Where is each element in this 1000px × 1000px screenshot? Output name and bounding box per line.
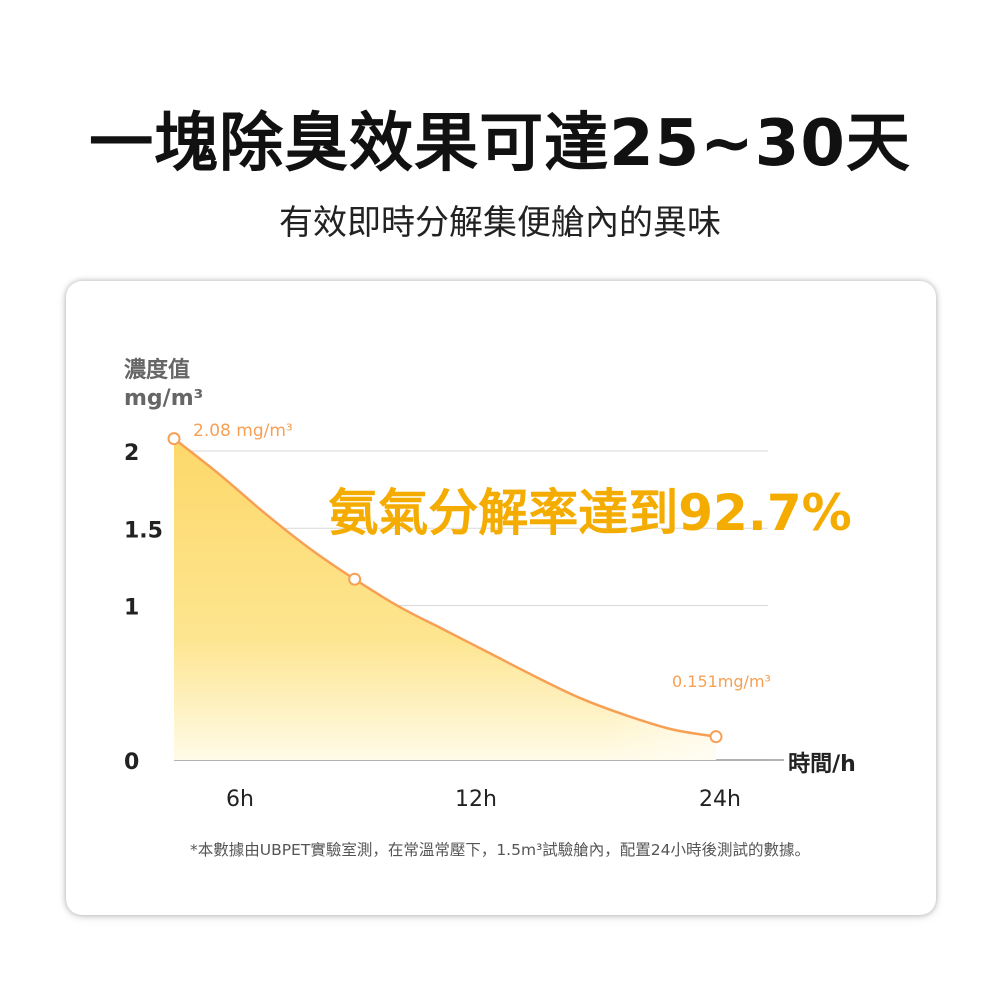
data-point-marker (709, 730, 723, 744)
decomposition-rate-highlight: 氨氣分解率達到92.7% (328, 484, 851, 542)
end-value-label: 0.151mg/m³ (672, 672, 771, 691)
data-point-marker (348, 572, 362, 586)
y-tick-label: 1.5 (124, 518, 163, 543)
start-value-label: 2.08 mg/m³ (193, 421, 293, 441)
concentration-curve (173, 437, 717, 738)
x-tick-label: 12h (455, 787, 497, 812)
data-point-marker (167, 432, 181, 446)
x-tick-label: 6h (226, 787, 254, 812)
y-tick-label: 1 (124, 596, 139, 621)
y-axis-label-line2: mg/m³ (124, 386, 203, 411)
area-fade (174, 438, 716, 760)
markers (167, 432, 723, 744)
x-axis-label: 時間/h (788, 752, 856, 777)
y-tick-label: 0 (124, 750, 139, 775)
area-layer (173, 437, 717, 760)
y-ticks: 2 1.5 1 0 (124, 441, 163, 775)
x-tick-label: 24h (699, 787, 741, 812)
x-ticks: 6h 12h 24h (226, 787, 741, 812)
y-axis-label-line1: 濃度值 (124, 357, 190, 383)
y-tick-label: 2 (124, 441, 139, 466)
headline: 一塊除臭效果可達25~30天 (89, 107, 911, 181)
footnote: *本數據由UBPET實驗室測，在常溫常壓下，1.5m³試驗艙內，配置24小時後測… (189, 841, 811, 859)
subheadline: 有效即時分解集便艙內的異味 (279, 203, 721, 243)
